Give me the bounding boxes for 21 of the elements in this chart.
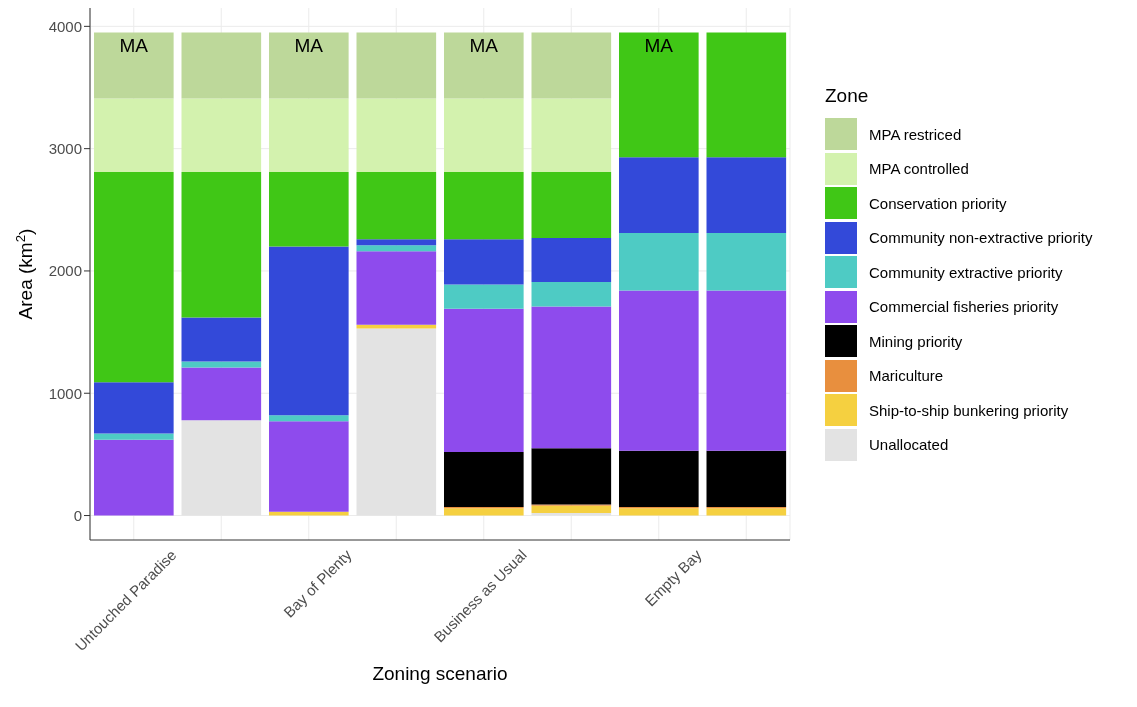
annotation: MA xyxy=(294,34,324,56)
legend-label: MPA restriced xyxy=(869,125,962,143)
y-tick-label: 0 xyxy=(73,506,82,524)
legend-label: Mariculture xyxy=(869,367,944,385)
legend-title: Zone xyxy=(825,85,870,107)
x-axis-title: Zoning scenario xyxy=(372,663,508,684)
y-tick-label: 1000 xyxy=(48,384,82,402)
legend-label: Community non-extractive priority xyxy=(869,229,1093,247)
annotation: MA xyxy=(119,34,149,56)
legend-label: Ship-to-ship bunkering priority xyxy=(869,401,1069,419)
legend-label: Community extractive priority xyxy=(869,263,1063,281)
y-tick-label: 3000 xyxy=(48,139,82,157)
y-tick-label: 4000 xyxy=(48,17,82,35)
annotation: MA xyxy=(644,34,674,56)
legend-label: Mining priority xyxy=(869,332,963,350)
annotation: MA xyxy=(469,34,499,56)
y-tick-label: 2000 xyxy=(48,262,82,280)
legend-label: MPA controlled xyxy=(869,160,969,178)
legend-label: Unallocated xyxy=(869,436,949,454)
legend-label: Commercial fisheries priority xyxy=(869,298,1059,316)
legend-label: Conservation priority xyxy=(869,194,1007,212)
